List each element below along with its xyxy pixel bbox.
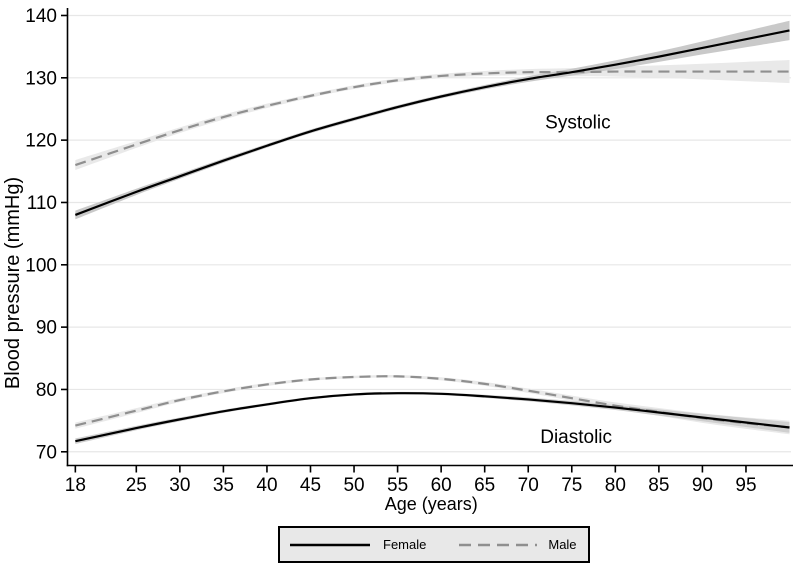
y-tick-label-80: 80 [36, 380, 57, 401]
y-tick-label-100: 100 [25, 255, 57, 276]
x-tick-label-45: 45 [300, 475, 321, 496]
y-tick-label-130: 130 [25, 68, 57, 89]
female-diastolic-line [75, 392, 790, 443]
confidence-bands [75, 20, 790, 444]
annotation-systolic: Systolic [545, 112, 610, 133]
legend-label-male: Male [548, 537, 577, 552]
legend-label-female: Female [383, 537, 427, 552]
x-tick-label-50: 50 [343, 475, 364, 496]
x-tick-label-65: 65 [474, 475, 495, 496]
x-tick-label-75: 75 [561, 475, 582, 496]
y-tick-label-90: 90 [36, 318, 57, 339]
x-axis-label: Age (years) [385, 494, 478, 514]
curves [74, 29, 790, 443]
x-tick-label-85: 85 [648, 475, 669, 496]
x-tick-label-35: 35 [213, 475, 234, 496]
x-tick-label-60: 60 [431, 475, 452, 496]
male-line-swatch [459, 543, 538, 546]
legend: Female Male [278, 526, 590, 563]
x-tick-label-30: 30 [169, 475, 190, 496]
x-tick-label-80: 80 [605, 475, 626, 496]
male-systolic-confidence-band [75, 60, 790, 171]
x-tick-label-18: 18 [65, 475, 86, 496]
y-axis-label: Blood pressure (mmHg) [2, 177, 24, 389]
female-line-swatch [290, 543, 370, 546]
plot-area: 70 80 90 100 110 120 130 140 18 25 30 35 40 45 50 55 60 6… [2, 6, 793, 514]
x-tick-label-55: 55 [387, 475, 408, 496]
y-tick-label-70: 70 [36, 442, 57, 463]
annotation-diastolic: Diastolic [540, 427, 612, 448]
gridlines [67, 14, 791, 453]
y-tick-label-120: 120 [25, 131, 57, 152]
x-tick-label-25: 25 [126, 475, 147, 496]
axes: 70 80 90 100 110 120 130 140 18 25 30 35 40 45 50 55 60 6… [25, 6, 793, 496]
male-diastolic-confidence-band [75, 375, 790, 435]
x-tick-label-70: 70 [518, 475, 539, 496]
x-tick-label-90: 90 [692, 475, 713, 496]
x-tick-label-40: 40 [256, 475, 277, 496]
y-tick-label-140: 140 [25, 6, 57, 27]
y-tick-label-110: 110 [27, 193, 57, 214]
female-systolic-confidence-band [75, 20, 790, 220]
female-diastolic-confidence-band [75, 391, 790, 444]
x-tick-label-95: 95 [735, 475, 756, 496]
male-systolic-line [74, 70, 790, 167]
female-systolic-line [74, 29, 790, 216]
